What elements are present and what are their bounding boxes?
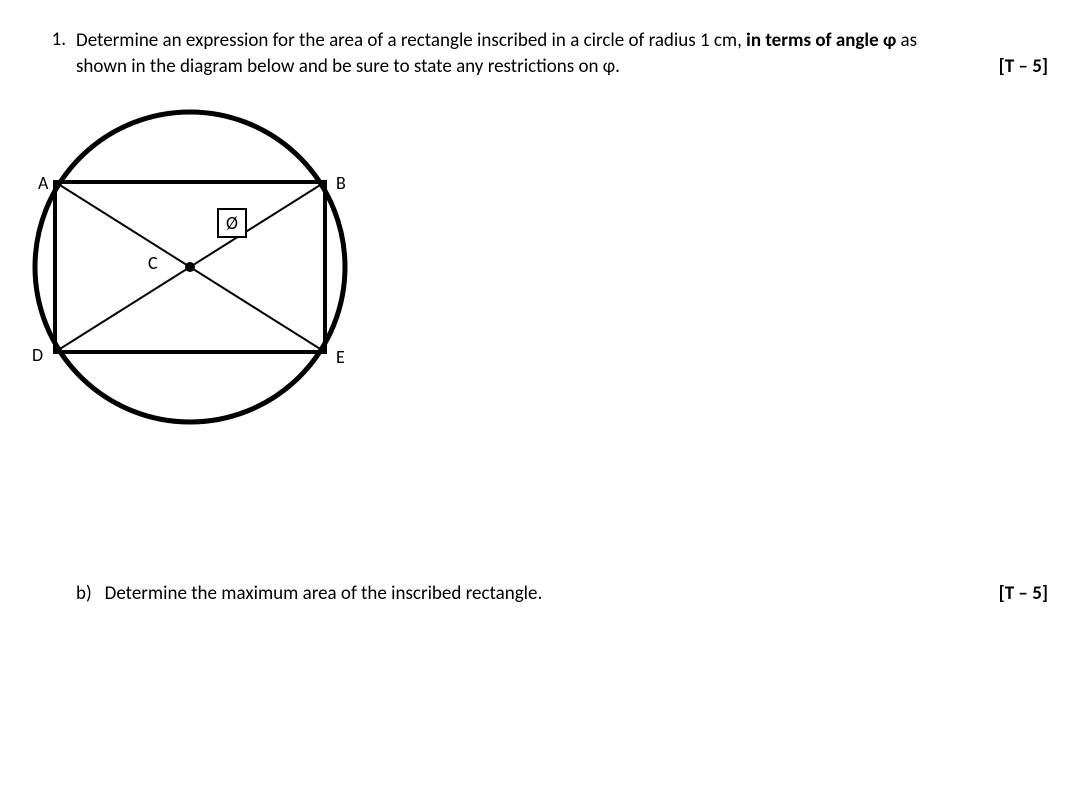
q1-prefix: Determine an expression for the area of …	[76, 29, 746, 52]
label-b: B	[336, 172, 346, 194]
marks-b: [T – 5]	[979, 582, 1048, 605]
diagram-container: Ø A B C D E	[20, 97, 1048, 442]
label-c: C	[148, 252, 158, 274]
part-b-text: Determine the maximum area of the inscri…	[105, 582, 543, 605]
question-line2: shown in the diagram below and be sure t…	[76, 54, 620, 80]
label-a: A	[38, 172, 49, 194]
marks-a: [T – 5]	[979, 54, 1048, 80]
label-e: E	[336, 346, 345, 368]
part-b-label: b)	[76, 582, 92, 605]
question-number: 1.	[44, 28, 76, 51]
question-line1: Determine an expression for the area of …	[76, 28, 1048, 54]
q1-phi: ɸ	[883, 29, 896, 52]
question-text: Determine an expression for the area of …	[76, 28, 1048, 79]
part-b: b) Determine the maximum area of the ins…	[76, 582, 1048, 605]
page: 1. Determine an expression for the area …	[0, 0, 1088, 797]
part-b-text-wrap: b) Determine the maximum area of the ins…	[76, 582, 542, 605]
question-line2-wrap: shown in the diagram below and be sure t…	[76, 54, 1048, 80]
center-point	[185, 262, 195, 272]
inscribed-rectangle-diagram: Ø A B C D E	[20, 97, 360, 437]
q1-bold: in terms of angle	[746, 29, 883, 52]
question-1: 1. Determine an expression for the area …	[44, 28, 1048, 79]
phi-label: Ø	[226, 212, 238, 234]
q1-suffix: as	[896, 29, 917, 52]
label-d: D	[32, 344, 43, 366]
